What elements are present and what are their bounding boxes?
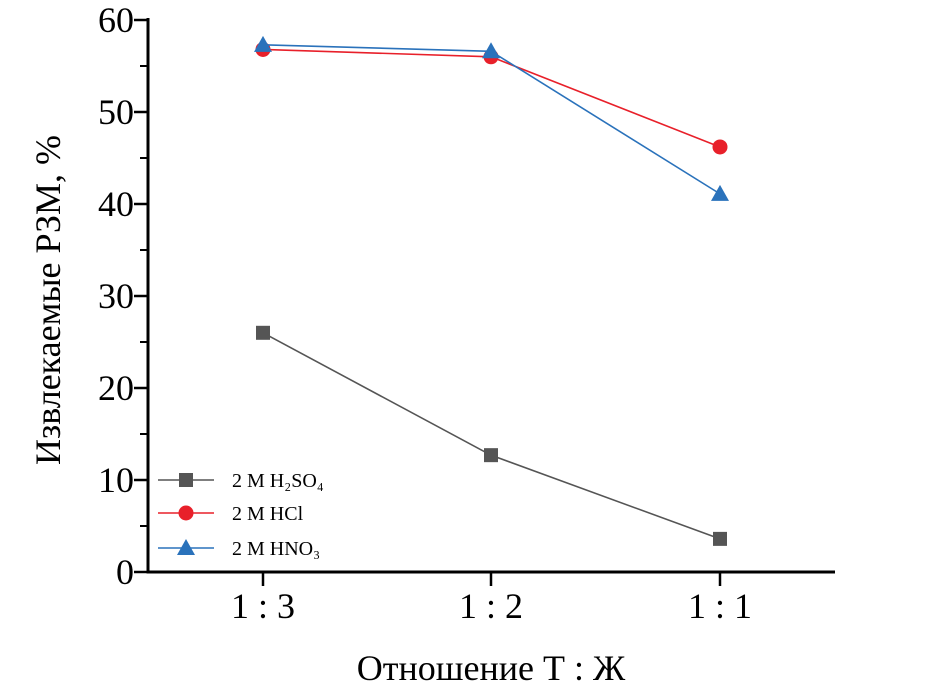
triangle-marker: [711, 184, 729, 201]
circle-marker: [712, 139, 728, 155]
y-tick-label: 30: [98, 276, 134, 316]
series-line: [262, 332, 721, 540]
square-marker: [179, 473, 193, 487]
y-tick-label: 40: [98, 184, 134, 224]
y-tick-label: 20: [98, 368, 134, 408]
triangle-marker: [177, 539, 195, 555]
y-tick-label: 0: [116, 552, 134, 592]
square-marker: [256, 325, 270, 340]
legend-label: 2 M H₂SO₄: [232, 470, 324, 492]
y-tick-label: 60: [98, 0, 134, 40]
y-tick-label: 50: [98, 92, 134, 132]
legend-label: 2 M HNO₃: [232, 538, 320, 560]
square-marker: [484, 448, 498, 463]
x-tick-label: 1 : 2: [459, 586, 523, 626]
triangle-marker: [482, 42, 500, 59]
square-marker: [713, 531, 727, 546]
triangle-marker: [254, 35, 272, 52]
y-tick-label: 10: [98, 460, 134, 500]
x-tick-label: 1 : 3: [231, 586, 295, 626]
legend-label: 2 M HCl: [232, 503, 304, 525]
x-axis-label: Отношение Т : Ж: [357, 648, 626, 688]
x-tick-label: 1 : 1: [688, 586, 752, 626]
y-axis-label: Извлекаемые РЗМ, %: [28, 135, 68, 465]
circle-marker: [178, 505, 194, 521]
